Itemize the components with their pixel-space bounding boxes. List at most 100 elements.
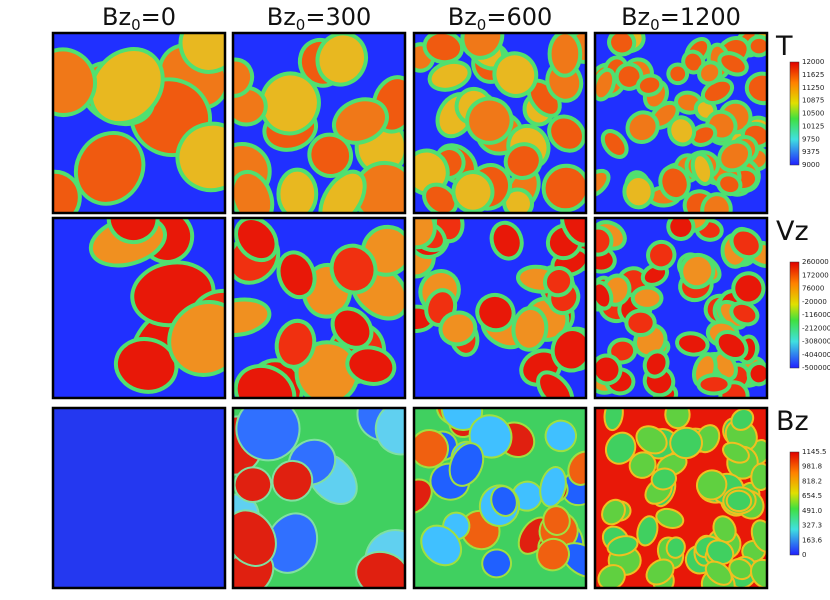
colorbar-label: -308000 bbox=[802, 338, 830, 346]
cell-blob bbox=[550, 327, 586, 373]
cell-blob bbox=[595, 280, 614, 311]
cell-blob bbox=[675, 331, 710, 357]
colorbar-label: 260000 bbox=[802, 258, 829, 266]
cell-blob bbox=[625, 110, 660, 144]
header-value: =1200 bbox=[660, 3, 741, 31]
cell-blob bbox=[749, 558, 767, 588]
header-value: =0 bbox=[141, 3, 176, 31]
panel-image bbox=[53, 408, 225, 588]
cell-blob bbox=[690, 152, 715, 186]
column-header: Bz0=1200 bbox=[621, 3, 741, 34]
colorbar-label: 11625 bbox=[802, 71, 824, 79]
panel-image bbox=[595, 218, 767, 398]
cell-blob bbox=[465, 96, 514, 145]
cell-blob bbox=[475, 292, 516, 333]
cell-blob bbox=[73, 131, 146, 206]
cell-blob bbox=[542, 265, 575, 298]
cell-blob bbox=[332, 97, 389, 145]
colorbar-label: -500000 bbox=[802, 364, 830, 372]
simulation-panel bbox=[412, 31, 588, 215]
panel-frame bbox=[231, 406, 407, 590]
cell-blob bbox=[541, 163, 586, 213]
cell-blob bbox=[746, 361, 767, 387]
colorbar-label: 163.6 bbox=[802, 536, 823, 544]
cell-blob bbox=[536, 537, 571, 572]
cell-blob bbox=[503, 142, 543, 180]
cell-blob bbox=[667, 115, 697, 147]
panel-image bbox=[595, 33, 767, 213]
cell-blob bbox=[235, 408, 301, 462]
cell-blob bbox=[645, 558, 675, 586]
cell-blob bbox=[374, 408, 405, 456]
colorbar bbox=[789, 451, 800, 556]
cell-blob bbox=[489, 220, 524, 261]
cell-blob bbox=[536, 370, 575, 398]
row-label: T bbox=[775, 31, 793, 62]
cell-blob bbox=[730, 408, 755, 431]
cell-blob bbox=[422, 33, 465, 65]
cell-blob bbox=[658, 164, 691, 202]
cell-blob bbox=[175, 121, 225, 193]
cell-blob bbox=[607, 33, 637, 57]
cell-blob bbox=[712, 515, 737, 544]
panel-image bbox=[233, 218, 405, 398]
cell-blob bbox=[547, 33, 583, 78]
panel-frame bbox=[412, 216, 588, 400]
header-subscript: 0 bbox=[296, 16, 306, 34]
cell-blob bbox=[233, 466, 273, 503]
cell-blob bbox=[233, 297, 272, 338]
header-value: =600 bbox=[486, 3, 552, 31]
cell-blob bbox=[624, 308, 657, 338]
panel-frame bbox=[412, 406, 588, 590]
simulation-panel bbox=[231, 406, 407, 590]
simulation-panel bbox=[51, 406, 227, 590]
cell-blob bbox=[646, 239, 677, 271]
cell-blob bbox=[746, 34, 767, 58]
cell-blob bbox=[542, 505, 571, 536]
cell-blob bbox=[422, 182, 459, 213]
cell-blob bbox=[274, 318, 317, 369]
cell-blob bbox=[178, 33, 225, 74]
panel-image bbox=[414, 408, 586, 588]
header-subscript: 0 bbox=[477, 16, 487, 34]
panel-image bbox=[414, 218, 586, 398]
header-symbol: Bz bbox=[267, 3, 296, 31]
row-label: Bz bbox=[776, 406, 809, 437]
colorbar-label: 327.3 bbox=[802, 522, 822, 530]
simulation-panel bbox=[412, 406, 588, 590]
header-symbol: Bz bbox=[102, 3, 131, 31]
cell-blob bbox=[547, 114, 586, 153]
colorbar-label: 10500 bbox=[802, 110, 824, 118]
cell-blob bbox=[307, 132, 354, 178]
cell-blob bbox=[329, 243, 378, 295]
cell-blob bbox=[750, 519, 767, 553]
cell-blob bbox=[113, 337, 179, 394]
cell-blob bbox=[539, 465, 567, 508]
cell-blob bbox=[697, 60, 723, 86]
colorbar-label: 818.2 bbox=[802, 477, 822, 485]
cell-blob bbox=[490, 485, 518, 517]
colorbar-label: -20000 bbox=[802, 298, 827, 306]
cell-blob bbox=[664, 408, 691, 430]
simulation-panel bbox=[51, 216, 227, 400]
colorbar-label: 0 bbox=[802, 551, 806, 559]
cell-blob bbox=[88, 47, 165, 126]
panel-frame bbox=[231, 31, 407, 215]
cell-blob bbox=[606, 535, 639, 557]
colorbar-label: 1145.5 bbox=[802, 448, 827, 456]
cell-blob bbox=[731, 271, 766, 306]
panel-image bbox=[414, 33, 586, 213]
row-label: Vz bbox=[776, 216, 809, 247]
cell-blob bbox=[750, 462, 767, 491]
simulation-panel bbox=[231, 216, 407, 400]
cell-blob bbox=[352, 160, 405, 213]
cell-blob bbox=[666, 62, 690, 86]
column-header: Bz0=0 bbox=[102, 3, 176, 34]
cell-blob bbox=[717, 51, 749, 77]
panel-frame bbox=[412, 31, 588, 215]
simulation-panel bbox=[231, 31, 407, 215]
panel-image bbox=[53, 33, 225, 213]
panel-image bbox=[233, 33, 405, 213]
panel-frame bbox=[593, 406, 769, 590]
